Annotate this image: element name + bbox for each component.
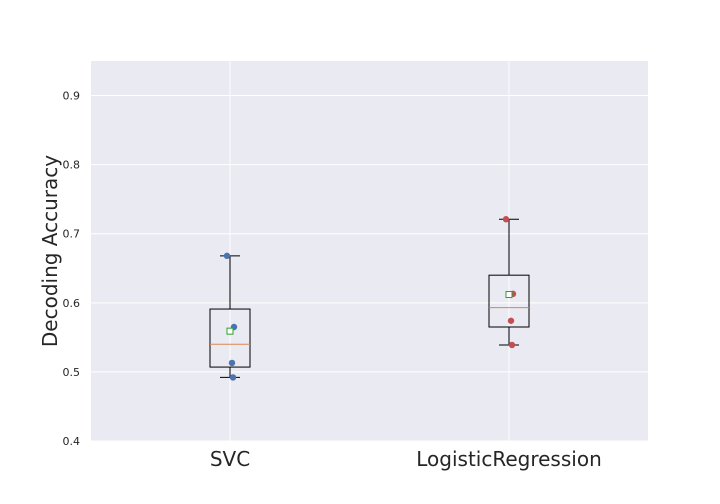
y-axis-label: Decoding Accuracy: [38, 155, 62, 347]
interquartile-box: [209, 308, 251, 368]
data-point: [508, 341, 516, 349]
boxes: [209, 216, 530, 381]
y-tick-labels: 0.4 0.5 0.6 0.7 0.8 0.9: [63, 90, 81, 448]
category-labels: SVC LogisticRegression: [210, 447, 602, 471]
x-category-label: SVC: [210, 447, 250, 471]
grid-lines: [91, 61, 648, 442]
box-svc: [209, 252, 251, 381]
mean-marker: [226, 327, 234, 335]
data-point: [507, 317, 515, 324]
y-tick-label: 0.6: [63, 297, 81, 310]
x-category-label: LogisticRegression: [416, 447, 602, 471]
data-point: [229, 374, 237, 381]
y-tick-label: 0.8: [63, 159, 81, 172]
plot-area: [91, 61, 648, 441]
data-point: [502, 216, 510, 223]
y-tick-label: 0.5: [63, 366, 81, 379]
data-point: [223, 252, 231, 260]
interquartile-box: [488, 274, 530, 328]
mean-marker: [505, 291, 513, 299]
y-tick-label: 0.4: [63, 435, 81, 448]
y-tick-label: 0.7: [63, 228, 81, 241]
y-tick-label: 0.9: [63, 90, 81, 103]
data-point: [228, 359, 236, 367]
box-logisticregression: [488, 216, 530, 349]
